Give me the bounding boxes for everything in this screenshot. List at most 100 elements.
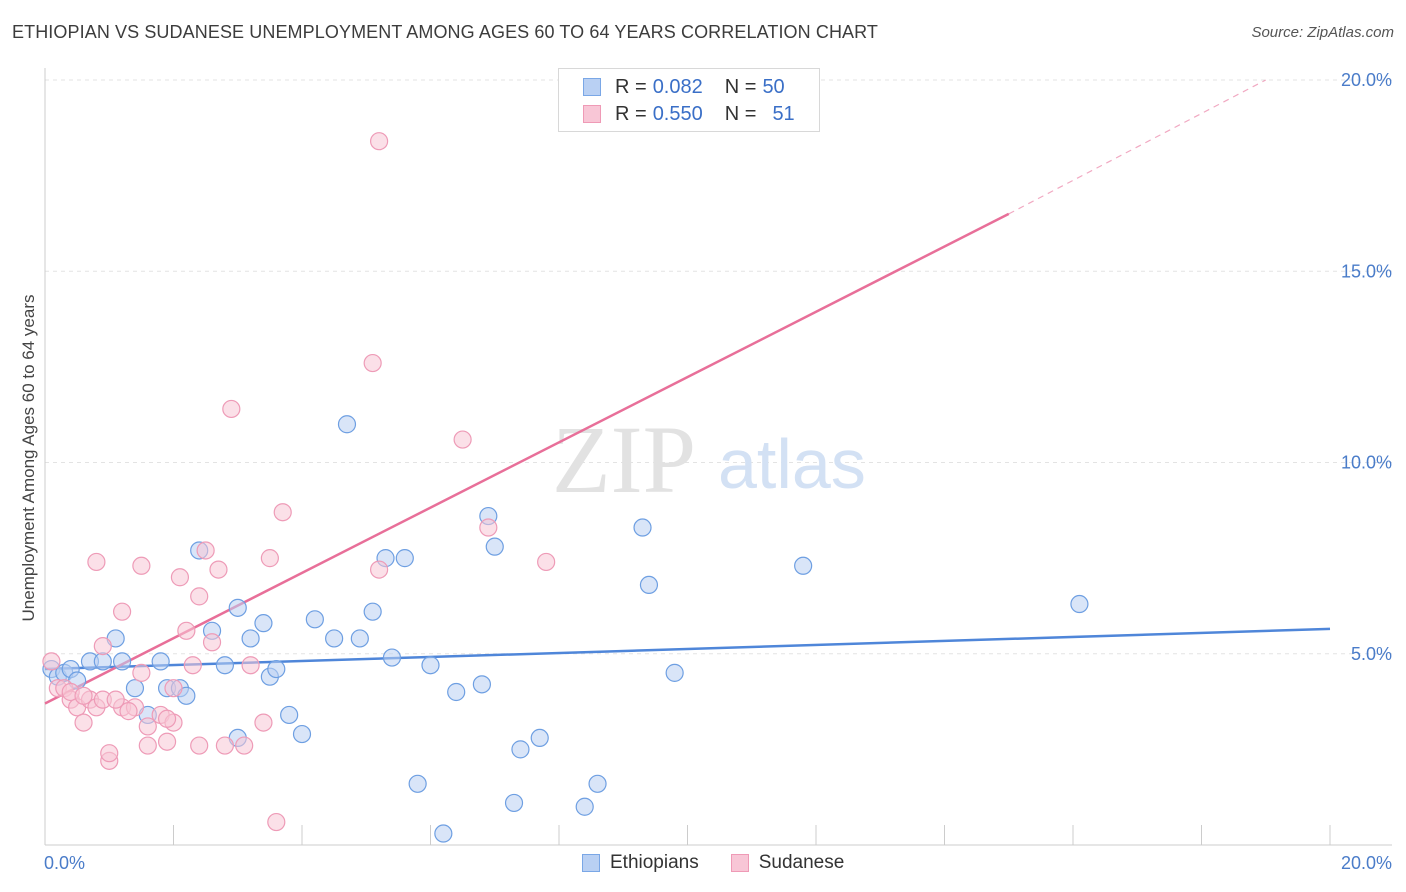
point-ethiopians-11 — [151, 652, 170, 671]
point-sudanese-46 — [119, 702, 138, 721]
y-axis-label: Unemployment Among Ages 60 to 64 years — [19, 295, 38, 622]
point-sudanese-49 — [190, 736, 209, 755]
point-sudanese-18 — [132, 556, 151, 575]
point-sudanese-35 — [241, 656, 260, 675]
watermark: ZIP atlas — [552, 406, 866, 513]
y-tick-label: 5.0% — [1351, 644, 1392, 664]
point-sudanese-42 — [370, 132, 389, 151]
legend-n-label: N = — [724, 75, 757, 98]
legend-n-label: N = — [724, 102, 757, 125]
point-ethiopians-20 — [241, 629, 260, 648]
point-sudanese-15 — [112, 602, 132, 621]
point-sudanese-39 — [273, 503, 292, 522]
chart-title: ETHIOPIAN VS SUDANESE UNEMPLOYMENT AMONG… — [12, 22, 879, 42]
point-sudanese-9 — [87, 552, 106, 572]
legend-n-value: 51 — [772, 102, 795, 125]
point-sudanese-37 — [260, 549, 279, 568]
trend-line-sudanese — [44, 212, 1010, 705]
correlation-legend: R = 0.082 N = 50 R = 0.550 N = 51 — [558, 68, 820, 132]
point-sudanese-20 — [138, 736, 157, 755]
source-credit: Source: ZipAtlas.com — [1251, 24, 1394, 41]
point-ethiopians-38 — [472, 675, 491, 694]
series-legend: Ethiopians Sudanese — [582, 852, 876, 874]
point-sudanese-17 — [132, 663, 151, 682]
point-ethiopians-49 — [794, 556, 813, 575]
point-ethiopians-6 — [93, 652, 112, 671]
point-sudanese-33 — [222, 399, 241, 419]
x-tick-label: 0.0% — [44, 853, 85, 873]
legend-row-sudanese: R = 0.550 N = 51 — [583, 101, 795, 127]
point-sudanese-27 — [183, 656, 202, 675]
watermark-atlas: atlas — [718, 425, 866, 503]
point-ethiopians-41 — [504, 793, 524, 813]
point-ethiopians-34 — [408, 774, 427, 793]
legend-n-value: 50 — [762, 75, 785, 98]
point-sudanese-6 — [74, 713, 93, 732]
point-ethiopians-9 — [125, 679, 145, 698]
point-sudanese-0 — [42, 652, 61, 671]
point-sudanese-25 — [170, 568, 190, 587]
point-ethiopians-47 — [639, 575, 659, 595]
point-sudanese-50 — [157, 709, 177, 728]
point-ethiopians-29 — [350, 629, 369, 648]
point-ethiopians-24 — [280, 705, 299, 725]
point-ethiopians-17 — [215, 656, 234, 675]
point-sudanese-43 — [453, 430, 472, 449]
point-ethiopians-50 — [1070, 594, 1089, 614]
point-ethiopians-23 — [267, 659, 286, 679]
point-sudanese-41 — [370, 560, 389, 579]
y-tick-labels: 5.0% 10.0% 15.0% 20.0% — [1341, 70, 1392, 664]
point-ethiopians-48 — [665, 663, 684, 682]
point-sudanese-28 — [190, 587, 209, 606]
point-sudanese-19 — [138, 717, 157, 736]
legend-swatch-ethiopians — [583, 78, 601, 96]
series-swatch-ethiopians — [582, 854, 600, 872]
point-sudanese-26 — [177, 621, 196, 640]
point-sudanese-32 — [215, 736, 234, 755]
point-ethiopians-33 — [395, 549, 414, 568]
series-label-ethiopians: Ethiopians — [610, 852, 699, 873]
grid-lines — [45, 79, 1392, 655]
point-sudanese-31 — [209, 560, 228, 579]
point-sudanese-13 — [100, 744, 119, 763]
axes — [44, 68, 1392, 846]
point-ethiopians-42 — [511, 740, 530, 759]
point-ethiopians-27 — [325, 629, 344, 648]
point-ethiopians-46 — [633, 518, 652, 537]
trend-line-ethiopians — [44, 627, 1331, 671]
series-swatch-sudanese — [730, 854, 749, 872]
legend-r-value: 0.550 — [652, 102, 703, 125]
point-sudanese-34 — [235, 736, 254, 755]
point-ethiopians-32 — [382, 648, 402, 667]
point-sudanese-47 — [74, 686, 93, 705]
legend-r-value: 0.082 — [652, 75, 703, 98]
point-sudanese-23 — [164, 679, 183, 698]
legend-r-label: R = — [615, 75, 647, 98]
point-ethiopians-43 — [530, 728, 549, 748]
legend-r-label: R = — [615, 102, 647, 125]
data-points — [42, 132, 1089, 843]
point-sudanese-44 — [479, 518, 498, 537]
point-sudanese-48 — [106, 690, 125, 709]
point-ethiopians-44 — [575, 797, 594, 816]
point-ethiopians-45 — [588, 774, 607, 793]
point-sudanese-36 — [254, 713, 273, 732]
series-legend-ethiopians: Ethiopians — [582, 852, 699, 874]
point-ethiopians-26 — [305, 610, 324, 629]
point-ethiopians-30 — [363, 602, 382, 621]
point-sudanese-10 — [93, 636, 112, 656]
point-sudanese-22 — [157, 732, 177, 751]
point-ethiopians-37 — [447, 682, 466, 702]
point-ethiopians-35 — [421, 656, 440, 675]
point-ethiopians-8 — [112, 652, 132, 671]
legend-row-ethiopians: R = 0.082 N = 50 — [583, 74, 785, 100]
point-ethiopians-25 — [292, 724, 312, 744]
point-ethiopians-40 — [485, 537, 504, 556]
series-legend-sudanese: Sudanese — [730, 852, 844, 874]
point-sudanese-30 — [202, 633, 222, 652]
point-ethiopians-28 — [337, 415, 357, 434]
y-tick-label: 15.0% — [1341, 261, 1392, 281]
watermark-zip: ZIP — [552, 406, 696, 513]
x-tick-label: 20.0% — [1341, 853, 1392, 873]
